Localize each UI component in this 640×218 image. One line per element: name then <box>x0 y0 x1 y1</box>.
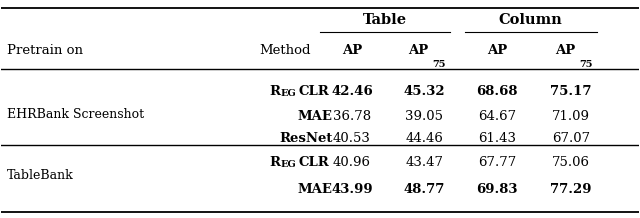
Text: R: R <box>269 85 280 98</box>
Text: 40.96: 40.96 <box>333 156 371 169</box>
Text: 71.09: 71.09 <box>552 110 590 123</box>
Text: 44.46: 44.46 <box>405 132 443 145</box>
Text: CLR: CLR <box>298 156 329 169</box>
Text: MAE: MAE <box>298 183 333 196</box>
Text: 77.29: 77.29 <box>550 183 592 196</box>
Text: 68.68: 68.68 <box>476 85 518 98</box>
Text: ResNet: ResNet <box>280 132 333 145</box>
Text: 64.67: 64.67 <box>478 110 516 123</box>
Text: CLR: CLR <box>298 85 329 98</box>
Text: R: R <box>269 156 280 169</box>
Text: EHRBank Screenshot: EHRBank Screenshot <box>7 109 144 121</box>
Text: 69.83: 69.83 <box>476 183 518 196</box>
Text: Table: Table <box>363 13 407 27</box>
Text: 67.07: 67.07 <box>552 132 590 145</box>
Text: 39.05: 39.05 <box>405 110 443 123</box>
Text: 75.06: 75.06 <box>552 156 590 169</box>
Text: TableBank: TableBank <box>7 169 74 182</box>
Text: 61.43: 61.43 <box>478 132 516 145</box>
Text: 40.53: 40.53 <box>333 132 371 145</box>
Text: AP: AP <box>555 44 575 57</box>
Text: 67.77: 67.77 <box>478 156 516 169</box>
Text: AP: AP <box>342 44 362 57</box>
Text: Column: Column <box>499 13 563 27</box>
Text: 43.47: 43.47 <box>405 156 443 169</box>
Text: AP: AP <box>408 44 428 57</box>
Text: 42.46: 42.46 <box>331 85 373 98</box>
Text: 75.17: 75.17 <box>550 85 592 98</box>
Text: 36.78: 36.78 <box>333 110 371 123</box>
Text: 48.77: 48.77 <box>403 183 445 196</box>
Text: Method: Method <box>259 44 310 57</box>
Text: 45.32: 45.32 <box>403 85 445 98</box>
Text: 43.99: 43.99 <box>331 183 372 196</box>
Text: 75: 75 <box>433 60 446 69</box>
Text: AP: AP <box>487 44 507 57</box>
Text: Pretrain on: Pretrain on <box>7 44 83 57</box>
Text: EG: EG <box>280 89 296 98</box>
Text: MAE: MAE <box>298 110 333 123</box>
Text: 75: 75 <box>579 60 593 69</box>
Text: EG: EG <box>280 160 296 169</box>
